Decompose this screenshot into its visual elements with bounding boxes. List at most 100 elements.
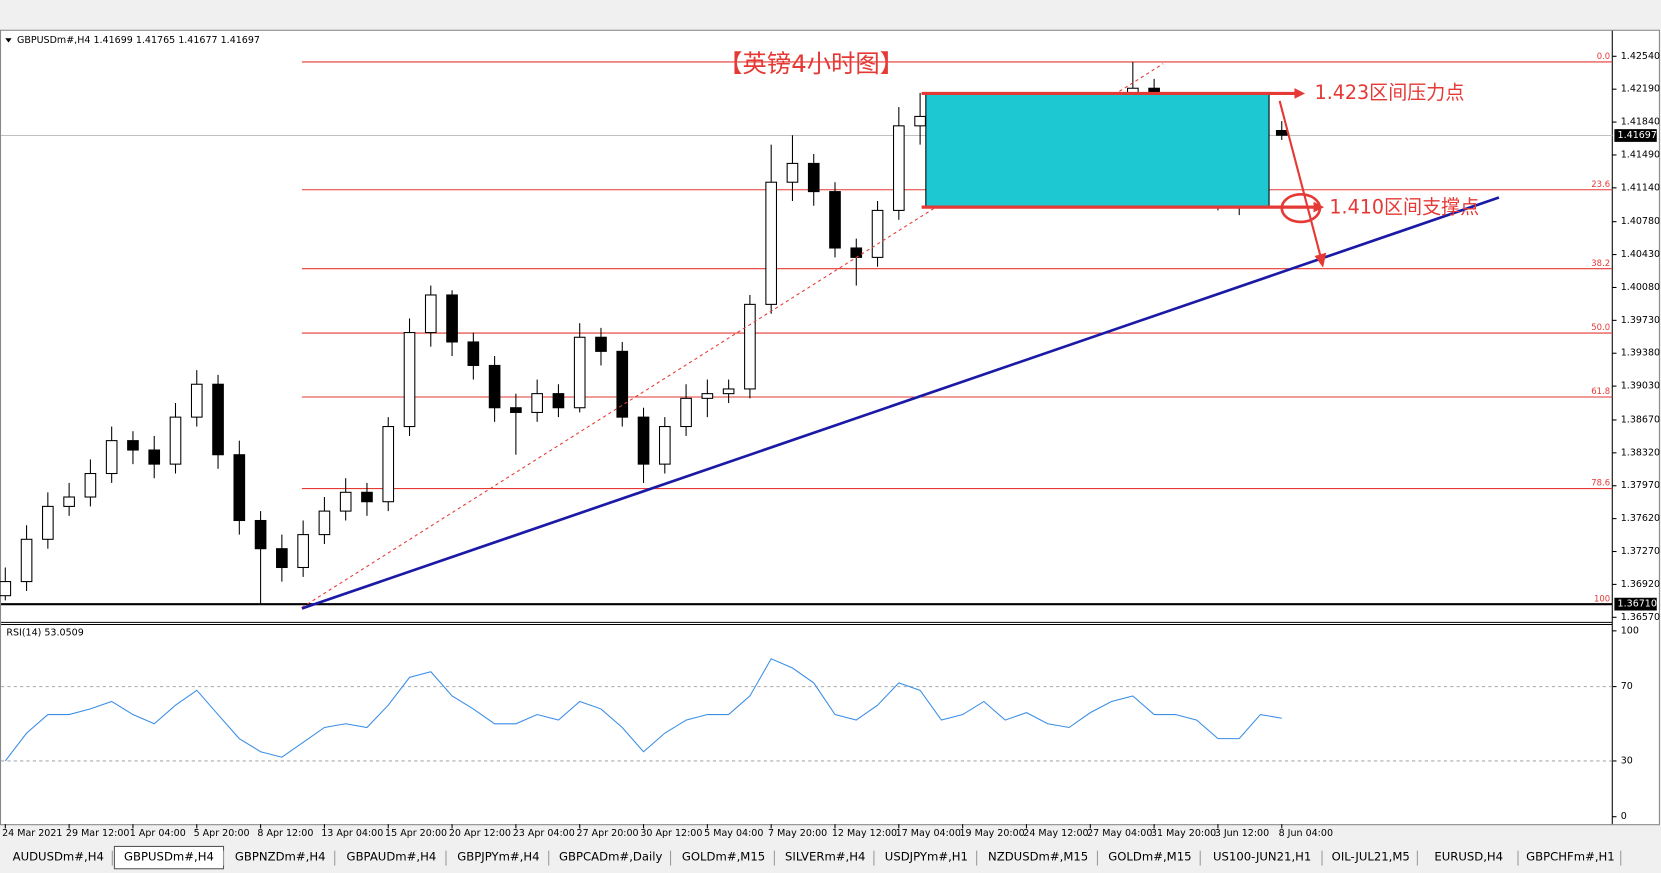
x-tick-label: 19 May 20:00 — [959, 828, 1024, 839]
y-tick-label: 1.39730 — [1621, 315, 1660, 326]
annotation: 1.423区间压力点 — [1315, 81, 1465, 104]
fib-label: 23.6 — [1591, 179, 1610, 189]
candle-body — [105, 440, 118, 475]
y-tick-label: 1.37620 — [1621, 513, 1660, 524]
candle-body — [276, 548, 288, 569]
candle-body — [467, 341, 480, 366]
tab[interactable] — [1099, 848, 1201, 868]
rsi-line — [4, 658, 1282, 762]
tab[interactable] — [336, 848, 446, 868]
candle-body — [212, 383, 224, 456]
candle-body — [871, 209, 884, 258]
candle-body — [403, 332, 416, 428]
symbol-info: GBPUSDm#,H4 1.41699 1.41765 1.41677 1.41… — [17, 35, 260, 46]
candle-body — [20, 538, 33, 583]
y-tick-label: 0 — [1621, 811, 1627, 822]
x-tick-label: 1 Apr 04:00 — [130, 828, 186, 839]
candle-body — [148, 449, 161, 465]
x-tick-label: 27 May 04:00 — [1087, 828, 1152, 839]
tab-label[interactable]: GBPCHFm#,H1 — [1526, 850, 1615, 864]
x-tick-label: 30 Apr 12:00 — [640, 828, 702, 839]
tab-label[interactable]: GBPAUDm#,H4 — [347, 850, 437, 864]
candle-body — [807, 162, 820, 193]
fib-label: 38.2 — [1591, 258, 1610, 268]
candle-body — [169, 416, 182, 465]
tab-label[interactable]: GOLDm#,M15 — [1108, 850, 1191, 864]
y-tick-label: 1.39380 — [1621, 348, 1660, 359]
fib-label: 78.6 — [1591, 478, 1610, 488]
candle-body — [531, 393, 543, 413]
candle-body — [722, 388, 735, 395]
candle-body — [701, 393, 714, 399]
tab-label[interactable]: EURUSD,H4 — [1434, 850, 1503, 864]
y-tick-label: 1.36920 — [1621, 579, 1660, 590]
y-tick-label: 1.37970 — [1621, 480, 1660, 491]
candle-body — [892, 125, 905, 211]
candle-body — [595, 336, 607, 352]
candle-body — [424, 294, 437, 334]
x-tick-label: 15 Apr 20:00 — [385, 828, 447, 839]
trend-line — [301, 196, 1500, 610]
tab-label[interactable]: US100-JUN21,H1 — [1213, 850, 1311, 864]
tab-label[interactable]: USDJPYm#,H1 — [885, 850, 968, 864]
tab[interactable] — [876, 848, 977, 868]
tab-label[interactable]: OIL-JUL21,M5 — [1332, 850, 1410, 864]
candle-body — [84, 472, 97, 498]
x-tick-label: 24 Mar 2021 — [2, 828, 62, 839]
candle-body — [744, 303, 756, 390]
annotations: 【英镑4小时图】 1.423区间压力点 1.410区间支撑点 — [301, 49, 1500, 610]
tab[interactable] — [550, 848, 671, 868]
x-tick-label: 5 Apr 20:00 — [194, 828, 250, 839]
x-tick-label: 17 May 04:00 — [896, 828, 961, 839]
y-tick-label: 1.41840 — [1621, 117, 1660, 128]
x-tick-label: 8 Jun 04:00 — [1279, 828, 1333, 839]
tab-label[interactable]: SILVERm#,H4 — [785, 850, 865, 864]
circle-mark — [1280, 193, 1322, 224]
candle-body — [63, 496, 75, 507]
tab[interactable] — [672, 848, 775, 868]
tab[interactable] — [448, 848, 549, 868]
price-label: 1.36710 — [1618, 599, 1657, 610]
y-tick-label: 1.41140 — [1621, 182, 1660, 193]
candle-body — [382, 426, 395, 503]
rsi-title: RSI(14) 53.0509 — [6, 627, 83, 638]
candle-body — [616, 350, 629, 418]
tab[interactable] — [4, 848, 113, 868]
x-tick-label: 3 Jun 12:00 — [1215, 828, 1269, 839]
tab-label[interactable]: GBPUSDm#,H4 — [124, 850, 214, 864]
candle-body — [42, 505, 54, 540]
candle-body — [765, 181, 778, 305]
y-tick-label: 1.42190 — [1621, 84, 1660, 95]
annotation: 1.410区间支撑点 — [1329, 196, 1479, 219]
tab-label[interactable]: AUDUSDm#,H4 — [13, 850, 104, 864]
tab-label[interactable]: GBPNZDm#,H4 — [235, 850, 326, 864]
candle-body — [658, 426, 671, 465]
y-tick-label: 1.40080 — [1621, 282, 1660, 293]
candle-body — [254, 519, 267, 550]
tab[interactable] — [978, 848, 1098, 868]
tab[interactable] — [776, 848, 874, 868]
candle-body — [446, 294, 458, 343]
tab[interactable] — [1520, 848, 1621, 868]
candle-body — [552, 393, 565, 409]
arrow-head — [1314, 252, 1327, 268]
candle-body — [637, 416, 650, 465]
collapse-icon — [5, 38, 12, 43]
candle-body — [829, 191, 841, 249]
tab-label[interactable]: GBPJPYm#,H4 — [457, 850, 539, 864]
y-tick-label: 1.42540 — [1621, 51, 1660, 62]
tab[interactable] — [1202, 848, 1323, 868]
price-label-box — [1614, 597, 1657, 611]
tab[interactable] — [225, 848, 335, 868]
candle-body — [573, 336, 586, 409]
tab[interactable] — [1419, 848, 1518, 868]
candle-body — [0, 581, 12, 597]
tab-label[interactable]: GBPCADm#,Daily — [559, 850, 662, 864]
tab-label[interactable]: NZDUSDm#,M15 — [988, 850, 1088, 864]
tab-label[interactable]: GOLDm#,M15 — [682, 850, 765, 864]
tab[interactable] — [1324, 848, 1418, 868]
y-tick-label: 1.41490 — [1621, 149, 1660, 160]
x-tick-label: 12 May 12:00 — [832, 828, 897, 839]
candle-body — [510, 407, 522, 413]
